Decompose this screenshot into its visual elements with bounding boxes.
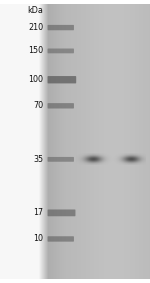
Text: 150: 150 — [28, 46, 44, 55]
Text: 35: 35 — [33, 155, 43, 164]
Text: 10: 10 — [33, 234, 44, 243]
Text: 70: 70 — [33, 101, 43, 110]
Text: 100: 100 — [28, 75, 44, 84]
FancyBboxPatch shape — [48, 209, 75, 216]
FancyBboxPatch shape — [48, 25, 74, 30]
FancyBboxPatch shape — [48, 48, 74, 53]
Text: 17: 17 — [33, 208, 43, 217]
FancyBboxPatch shape — [48, 103, 74, 108]
Text: 210: 210 — [28, 23, 44, 32]
FancyBboxPatch shape — [48, 157, 74, 162]
Text: kDa: kDa — [28, 6, 43, 15]
FancyBboxPatch shape — [48, 76, 76, 83]
FancyBboxPatch shape — [48, 236, 74, 242]
